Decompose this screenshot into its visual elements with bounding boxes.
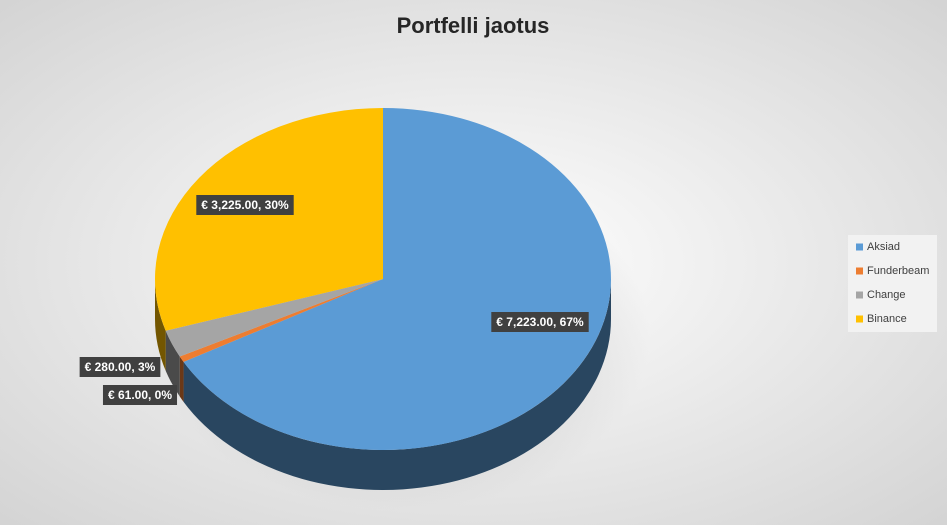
data-label-box xyxy=(491,312,589,332)
legend-swatch xyxy=(856,267,863,275)
data-labels: € 7,223.00, 67% € 61.00, 0% € 280.00, 3% € … xyxy=(79,195,589,405)
data-label-text: € 3,225.00, 30% xyxy=(201,198,289,212)
legend-label: Aksiad xyxy=(867,241,900,253)
data-label: € 280.00, 3% xyxy=(79,357,161,377)
pie-side xyxy=(179,356,184,402)
data-label-box xyxy=(102,385,178,405)
legend-label: Binance xyxy=(867,313,907,325)
data-label: € 7,223.00, 67% xyxy=(491,312,589,332)
data-label-box xyxy=(79,357,161,377)
pie-side xyxy=(155,279,166,371)
pie-slice xyxy=(183,108,611,451)
data-label-box xyxy=(196,195,294,215)
chart-title: Portfelli jaotus xyxy=(397,13,550,38)
data-label: € 61.00, 0% xyxy=(102,385,178,405)
legend-swatch xyxy=(856,315,863,323)
data-label-text: € 61.00, 0% xyxy=(108,388,172,402)
pie-slice xyxy=(179,279,383,362)
data-label-text: € 280.00, 3% xyxy=(85,360,156,374)
pie-tops xyxy=(154,108,611,451)
data-label: € 3,225.00, 30% xyxy=(196,195,294,215)
data-label-text: € 7,223.00, 67% xyxy=(496,315,584,329)
legend-swatch xyxy=(856,291,863,299)
pie-side xyxy=(165,330,180,397)
pie-slice xyxy=(165,279,383,357)
pie-sides xyxy=(155,279,611,491)
pie-side xyxy=(183,279,611,491)
legend-label: Change xyxy=(867,289,906,301)
legend-swatch xyxy=(856,243,863,251)
pie-slice xyxy=(154,108,383,331)
legend-label: Funderbeam xyxy=(867,265,929,277)
legend: Aksiad Funderbeam Change Binance xyxy=(856,241,929,325)
